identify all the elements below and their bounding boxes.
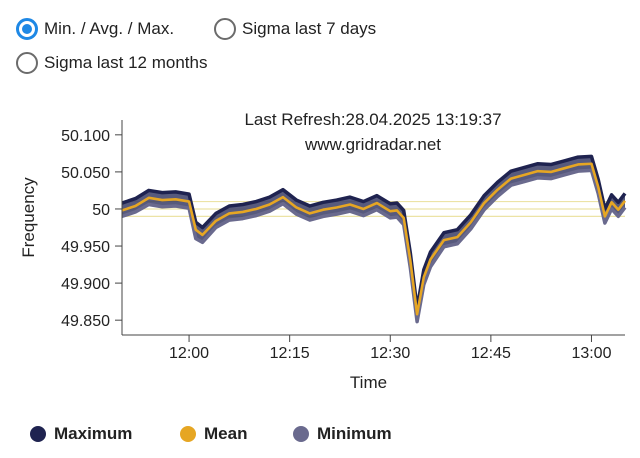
y-tick-label: 49.850 bbox=[61, 313, 110, 330]
legend-minimum-label: Minimum bbox=[317, 424, 392, 443]
radio-option-sigma-12-months[interactable]: Sigma last 12 months bbox=[16, 52, 207, 74]
x-tick-label: 12:00 bbox=[169, 345, 209, 362]
legend-mean[interactable]: Mean bbox=[180, 424, 247, 444]
x-tick-label: 12:45 bbox=[471, 345, 511, 362]
x-tick-label: 12:15 bbox=[270, 345, 310, 362]
legend-maximum[interactable]: Maximum bbox=[30, 424, 132, 444]
legend-mean-label: Mean bbox=[204, 424, 248, 443]
legend-minimum[interactable]: Minimum bbox=[293, 424, 392, 444]
last-refresh-annotation: Last Refresh:28.04.2025 13:19:37 bbox=[244, 110, 501, 129]
radio-button-icon[interactable] bbox=[16, 18, 38, 40]
x-axis-label: Time bbox=[350, 373, 387, 392]
series-maximum-line bbox=[121, 154, 627, 311]
series-minimum-line bbox=[121, 168, 627, 324]
legend-maximum-label: Maximum bbox=[54, 424, 133, 443]
legend-minimum-swatch bbox=[293, 426, 309, 442]
radio-option-min-avg-max[interactable]: Min. / Avg. / Max. bbox=[16, 18, 174, 40]
y-tick-label: 50.100 bbox=[61, 128, 110, 145]
radio-button-icon[interactable] bbox=[16, 52, 38, 74]
y-tick-label: 49.950 bbox=[61, 239, 110, 256]
source-annotation: www.gridradar.net bbox=[304, 135, 441, 154]
y-axis-label: Frequency bbox=[19, 177, 38, 258]
radio-button-icon[interactable] bbox=[214, 18, 236, 40]
series-mean-line bbox=[121, 162, 627, 316]
radio-label: Sigma last 12 months bbox=[44, 53, 208, 72]
legend-maximum-swatch bbox=[30, 426, 46, 442]
frequency-chart: 50.100 50.050 50 49.950 49.900 49.850 12:00 12:… bbox=[19, 110, 627, 392]
y-tick-label: 50 bbox=[92, 202, 110, 219]
radio-label: Sigma last 7 days bbox=[242, 19, 377, 38]
y-tick-label: 49.900 bbox=[61, 276, 110, 293]
legend-mean-swatch bbox=[180, 426, 196, 442]
y-tick-label: 50.050 bbox=[61, 165, 110, 182]
x-tick-label: 13:00 bbox=[571, 345, 611, 362]
x-tick-label: 12:30 bbox=[370, 345, 410, 362]
radio-label: Min. / Avg. / Max. bbox=[44, 19, 175, 38]
radio-option-sigma-7-days[interactable]: Sigma last 7 days bbox=[214, 18, 376, 40]
